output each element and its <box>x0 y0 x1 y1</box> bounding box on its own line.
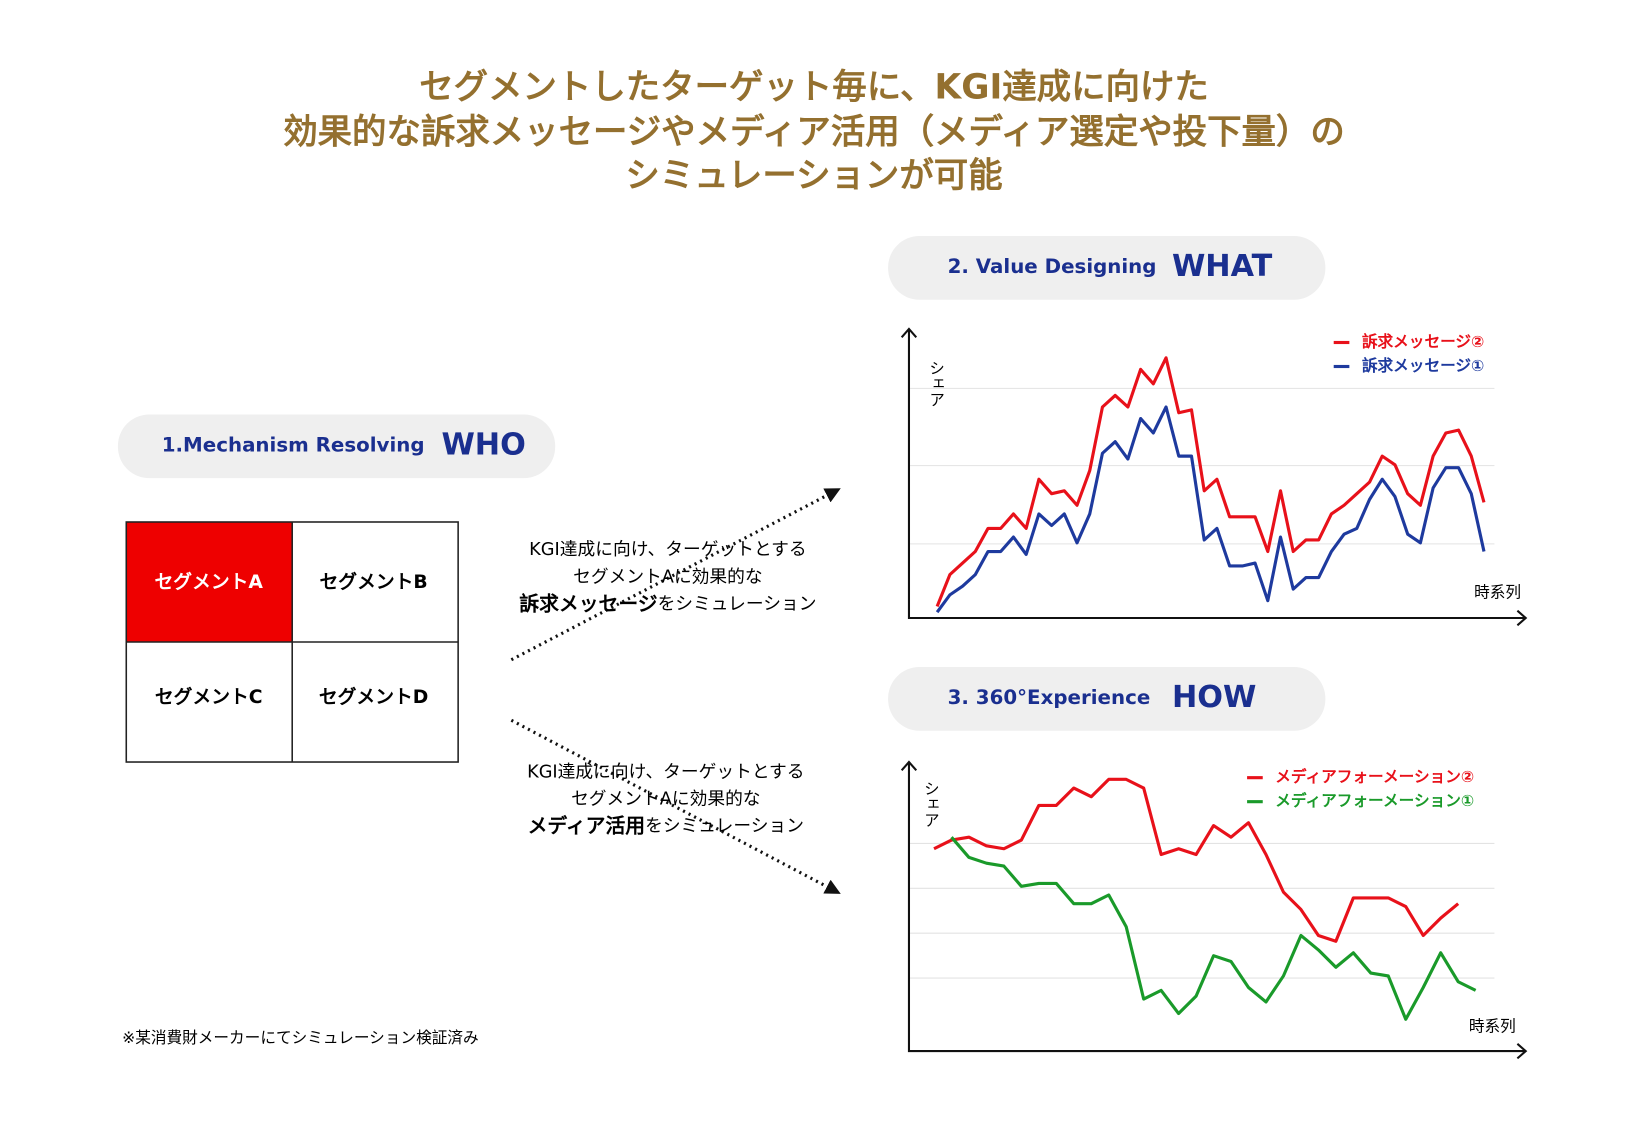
line-series <box>933 777 1460 943</box>
arrow <box>510 718 841 894</box>
note-rest: をシミュレーション <box>658 594 817 614</box>
note-line: KGI達成に向け、ターゲットとする <box>529 539 806 560</box>
title-line: セグメントしたターゲット毎に、KGI達成に向けた <box>419 67 1209 107</box>
x-axis-label: 時系列 <box>1469 1017 1516 1036</box>
step-label: 2. Value Designing <box>948 255 1157 278</box>
note-line: セグメントAに効果的な <box>571 789 760 810</box>
note-rest: をシミュレーション <box>645 817 804 837</box>
y-axis-label: シェア <box>927 360 946 407</box>
segment: セグメントC <box>155 685 263 708</box>
segment: セグメントA <box>155 570 264 593</box>
legend-label: メディアフォーメーション① <box>1275 791 1474 810</box>
line-series <box>935 405 1486 614</box>
step-key: HOW <box>1172 680 1256 715</box>
arrow <box>510 488 841 662</box>
step-key: WHAT <box>1172 249 1273 284</box>
note-bold: メディア活用 <box>528 814 646 837</box>
pill <box>888 236 1326 300</box>
line-series <box>935 356 1486 608</box>
segment: セグメントD <box>319 685 428 708</box>
pill <box>888 667 1326 731</box>
title-line: シミュレーションが可能 <box>625 156 1002 196</box>
line-series <box>950 836 1477 1021</box>
axis <box>900 760 1528 1060</box>
note-line: メディア活用をシミュレーション <box>528 814 804 837</box>
axis <box>900 327 1528 627</box>
step-label: 1.Mechanism Resolving <box>162 433 425 456</box>
note-line: KGI達成に向け、ターゲットとする <box>527 761 804 782</box>
cell <box>126 521 293 643</box>
legend-label: メディアフォーメーション② <box>1275 767 1474 786</box>
segment: セグメントB <box>320 570 428 593</box>
x-axis-label: 時系列 <box>1474 582 1521 601</box>
pill <box>117 414 556 479</box>
footnote: ※某消費財メーカーにてシミュレーション検証済み <box>122 1028 479 1047</box>
legend-label: 訴求メッセージ① <box>1362 356 1484 375</box>
step-label: 3. 360°Experience <box>948 686 1151 709</box>
note-bold: 訴求メッセージ <box>519 592 657 615</box>
note-line: セグメントAに効果的な <box>573 566 762 587</box>
legend-label: 訴求メッセージ② <box>1362 332 1484 351</box>
title-line: 効果的な訴求メッセージやメディア活用（メディア選定や投下量）の <box>283 112 1345 152</box>
step-key: WHO <box>441 427 525 462</box>
note-line: 訴求メッセージをシミュレーション <box>519 592 816 615</box>
y-axis-label: シェア <box>921 781 940 828</box>
